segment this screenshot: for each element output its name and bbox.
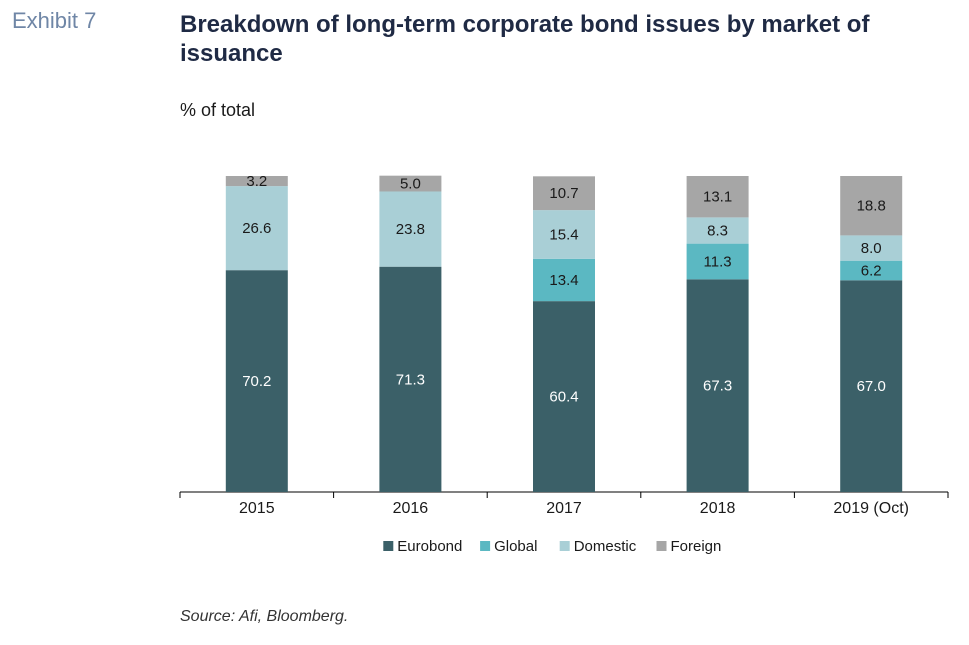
- data-label-eurobond: 60.4: [549, 389, 578, 406]
- bar-segment-foreign: [379, 175, 442, 192]
- legend-label-domestic: Domestic: [574, 538, 637, 555]
- bar-segment-eurobond: [840, 280, 903, 492]
- data-label-domestic: 8.3: [707, 223, 728, 240]
- data-label-eurobond: 71.3: [396, 371, 425, 388]
- bar-segment-eurobond: [686, 279, 749, 492]
- legend-swatch-eurobond: [383, 541, 394, 551]
- source-note: Source: Afi, Bloomberg.: [180, 608, 349, 625]
- data-label-domestic: 15.4: [549, 226, 578, 243]
- data-label-foreign: 18.8: [857, 198, 886, 215]
- data-label-domestic: 26.6: [242, 220, 271, 237]
- legend-swatch-foreign: [656, 541, 667, 551]
- data-label-domestic: 23.8: [396, 221, 425, 238]
- data-label-foreign: 10.7: [549, 185, 578, 202]
- data-label-domestic: 8.0: [861, 240, 882, 257]
- bar-segment-domestic: [225, 186, 288, 271]
- bar-segment-domestic: [686, 217, 749, 244]
- data-label-foreign: 13.1: [703, 189, 732, 206]
- exhibit-label: Exhibit 7: [12, 8, 97, 33]
- legend-label-eurobond: Eurobond: [397, 538, 462, 555]
- x-tick-label: 2019 (Oct): [833, 500, 909, 517]
- bar-segment-domestic: [840, 235, 903, 261]
- legend-label-foreign: Foreign: [671, 538, 722, 555]
- data-label-foreign: 5.0: [400, 176, 421, 193]
- data-label-global: 11.3: [704, 253, 732, 270]
- data-label-eurobond: 70.2: [242, 373, 271, 390]
- x-tick-label: 2017: [546, 500, 582, 517]
- bar-segment-global: [686, 243, 749, 280]
- x-tick-label: 2016: [393, 500, 429, 517]
- bar-segment-global: [840, 260, 903, 281]
- bar-segment-foreign: [225, 176, 288, 187]
- data-label-foreign: 3.2: [246, 173, 267, 190]
- x-tick-label: 2015: [239, 500, 275, 517]
- bar-segment-domestic: [533, 210, 595, 259]
- data-label-eurobond: 67.0: [857, 378, 886, 395]
- chart-title: Breakdown of long-term corporate bond is…: [180, 11, 870, 67]
- bar-segment-foreign: [533, 176, 595, 211]
- bar-segment-global: [533, 258, 595, 302]
- data-label-global: 13.4: [549, 272, 578, 289]
- legend-swatch-global: [480, 541, 491, 551]
- legend-swatch-domestic: [559, 541, 570, 551]
- data-label-eurobond: 67.3: [703, 378, 732, 395]
- chart-subtitle: % of total: [180, 100, 256, 120]
- bar-segment-eurobond: [533, 301, 595, 492]
- bar-segment-eurobond: [379, 266, 442, 492]
- data-label-global: 6.2: [861, 262, 882, 279]
- bar-segment-foreign: [840, 176, 903, 236]
- bar-segment-foreign: [686, 176, 749, 218]
- x-tick-label: 2018: [700, 500, 736, 517]
- bar-segment-eurobond: [225, 270, 288, 492]
- bar-segment-domestic: [379, 191, 442, 267]
- legend-label-global: Global: [494, 538, 537, 555]
